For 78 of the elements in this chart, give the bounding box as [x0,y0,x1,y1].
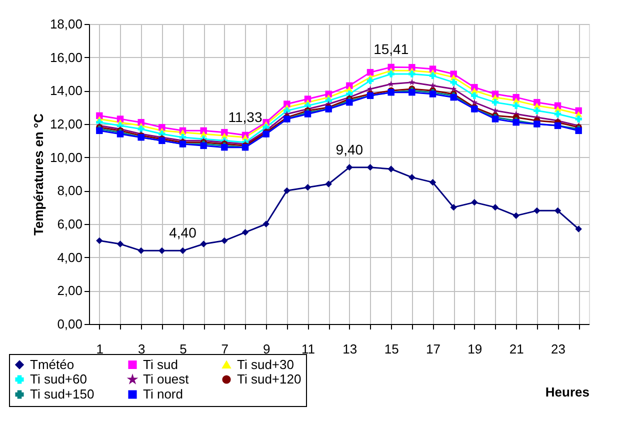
x-axis-title: Heures [545,384,590,400]
point [138,126,144,132]
point [471,198,478,206]
point [575,226,582,232]
point [158,247,166,254]
y-tick-label: 2,00 [57,283,82,298]
x-tick-label: 3 [138,342,146,356]
x-tick-label: 9 [262,342,270,356]
point [512,212,520,220]
point [492,204,499,211]
point [408,70,416,78]
point [116,240,124,248]
y-tick-label: 4,00 [57,250,82,265]
point [492,98,499,106]
y-tick-label: 18,00 [50,16,82,32]
point [138,247,144,254]
point [304,184,312,191]
x-tick-label: 21 [509,342,524,356]
point [200,240,207,248]
point [284,187,290,194]
point [575,116,582,122]
x-tick-label: 23 [551,342,566,356]
legend-label: Ti sud+60 [30,372,87,386]
point [366,68,374,76]
x-tick-label: 7 [221,342,229,356]
point [179,247,186,254]
point [366,164,374,171]
point [221,237,228,244]
point [429,72,436,80]
legend-label: Tmétéo [30,356,74,372]
legend-label: Ti sud+150 [30,386,94,402]
point [96,237,103,244]
point [534,207,540,214]
legend-label: Ti sud+30 [237,356,294,372]
point [534,107,540,114]
point [575,107,582,114]
legend-label: Ti sud [143,356,178,372]
point [262,220,270,228]
annotation: 4,40 [169,224,197,241]
y-tick-label: 8,00 [57,183,82,198]
point [471,92,478,100]
point [388,70,394,78]
x-tick-label: 11 [302,342,315,356]
y-tick-label: 10,00 [50,150,82,165]
point [429,178,436,186]
y-tick-label: 16,00 [50,50,82,65]
point [325,180,332,188]
point [554,207,562,214]
y-tick-label: 12,00 [50,116,82,132]
point [388,64,394,71]
x-tick-label: 1 [96,342,104,356]
point [554,110,562,118]
point [450,78,457,86]
point [512,102,520,110]
y-tick-label: 6,00 [57,216,82,232]
x-tick-label: 13 [342,342,358,356]
point [388,80,394,87]
y-tick-label: 0,00 [57,316,82,332]
annotation: 9,40 [336,141,364,158]
y-axis-title: Températures en °C [30,112,46,236]
x-tick-label: 17 [426,342,440,356]
point [242,228,249,236]
point [450,204,457,211]
legend-label: Ti nord [143,386,183,402]
annotation: 11,33 [228,109,262,126]
point [200,127,207,134]
point [408,174,416,181]
x-tick-label: 5 [180,342,187,356]
point [346,164,353,171]
x-tick-label: 15 [384,342,399,356]
legend-label: Ti sud+120 [237,372,302,386]
point [366,77,374,84]
x-tick-label: 19 [468,342,482,356]
point [388,166,394,172]
annotation: 15,41 [374,41,409,58]
point [408,78,416,86]
y-tick-label: 14,00 [50,83,82,98]
legend-label: Ti ouest [143,372,190,386]
